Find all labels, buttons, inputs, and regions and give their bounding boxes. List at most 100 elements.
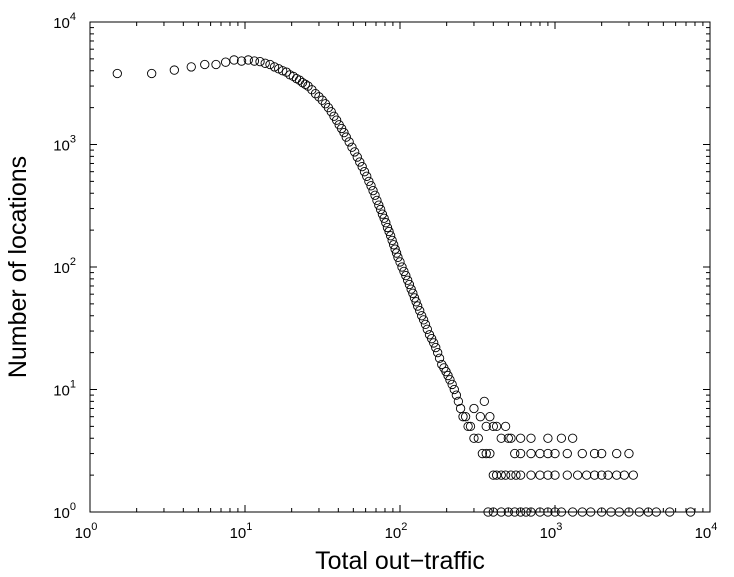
- data-point: [300, 79, 310, 89]
- x-tick-label: 102: [385, 521, 408, 542]
- data-point: [147, 68, 157, 79]
- data-point: [634, 507, 644, 517]
- data-point: [426, 334, 437, 344]
- data-point: [485, 412, 495, 422]
- data-point: [543, 433, 553, 443]
- data-point: [281, 67, 292, 77]
- data-point: [535, 448, 545, 459]
- data-point: [417, 311, 427, 321]
- data-point: [415, 306, 425, 316]
- data-point: [589, 448, 600, 459]
- data-point: [477, 448, 488, 459]
- data-point: [475, 412, 486, 422]
- data-point: [297, 77, 308, 88]
- data-point: [409, 293, 420, 303]
- data-point: [496, 433, 506, 443]
- data-point: [463, 421, 473, 432]
- data-point: [597, 507, 607, 517]
- data-point: [485, 448, 495, 459]
- data-point: [243, 55, 253, 65]
- data-points: [112, 55, 696, 517]
- data-point: [488, 470, 498, 480]
- data-point: [515, 507, 526, 517]
- data-point: [556, 433, 567, 443]
- data-point: [543, 448, 553, 459]
- data-point: [521, 507, 531, 517]
- data-point: [473, 433, 483, 443]
- data-point: [359, 167, 370, 177]
- data-point: [397, 262, 407, 272]
- data-point: [339, 127, 349, 138]
- data-point: [229, 55, 239, 65]
- data-point: [374, 200, 384, 210]
- data-point: [364, 176, 374, 187]
- data-point: [402, 275, 413, 285]
- data-point: [431, 342, 441, 353]
- data-point: [278, 66, 288, 76]
- x-tick-label: 104: [695, 521, 718, 542]
- data-point: [317, 95, 327, 105]
- data-point: [665, 507, 675, 517]
- data-point: [543, 470, 553, 480]
- data-point: [362, 171, 372, 181]
- data-point: [395, 257, 405, 267]
- data-point: [401, 270, 411, 281]
- data-point: [404, 279, 415, 290]
- data-point: [406, 284, 416, 294]
- axis-ticks: [89, 21, 711, 513]
- data-point: [413, 301, 423, 311]
- data-point: [236, 56, 247, 66]
- data-point: [526, 507, 536, 517]
- data-point: [568, 433, 578, 443]
- data-point: [382, 222, 393, 233]
- y-tick-label: 102: [53, 256, 76, 277]
- data-point: [375, 204, 386, 215]
- data-point: [624, 448, 634, 459]
- data-point: [391, 248, 402, 258]
- data-point: [491, 470, 502, 480]
- data-point: [422, 324, 432, 334]
- plot-frame: [89, 21, 711, 513]
- x-tick-label: 103: [540, 521, 563, 542]
- data-point: [344, 137, 354, 147]
- data-point: [443, 370, 453, 381]
- data-point: [488, 421, 498, 432]
- x-tick-label: 101: [230, 521, 253, 542]
- data-point: [624, 507, 634, 517]
- data-point: [377, 209, 388, 219]
- data-point: [500, 421, 511, 432]
- data-point: [429, 338, 439, 348]
- data-point: [370, 190, 380, 200]
- data-point: [458, 412, 468, 422]
- x-axis-label: Total out−traffic: [315, 547, 485, 575]
- data-point: [341, 132, 351, 142]
- data-point: [586, 507, 596, 517]
- data-point: [408, 288, 418, 298]
- data-point: [469, 403, 479, 414]
- data-point: [269, 62, 280, 72]
- data-point: [628, 470, 638, 480]
- data-point: [460, 412, 471, 422]
- data-point: [372, 195, 382, 206]
- data-point: [577, 448, 587, 459]
- data-point: [350, 147, 360, 157]
- data-point: [612, 448, 622, 459]
- data-point: [526, 448, 536, 459]
- data-point: [445, 375, 455, 385]
- data-point: [352, 152, 362, 162]
- data-point: [619, 470, 629, 480]
- data-point: [556, 507, 567, 517]
- data-point: [568, 507, 578, 517]
- data-point: [581, 470, 592, 480]
- data-point: [550, 507, 560, 517]
- y-tick-label: 104: [53, 11, 76, 32]
- data-point: [506, 470, 516, 480]
- data-point: [326, 107, 336, 117]
- data-point: [399, 266, 409, 277]
- data-point: [449, 384, 459, 395]
- data-point: [347, 142, 357, 152]
- data-point: [526, 470, 536, 480]
- data-point: [465, 421, 476, 432]
- data-point: [379, 213, 389, 223]
- data-point: [481, 421, 491, 432]
